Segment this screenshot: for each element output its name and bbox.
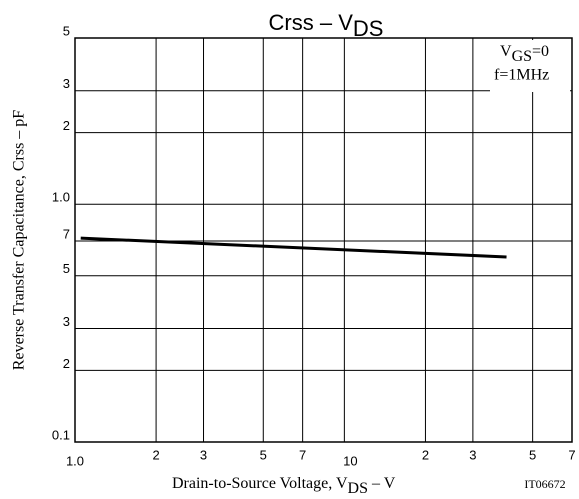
y-tick-label: 2 [63, 356, 70, 371]
x-axis-label: Drain-to-Source Voltage, VDS – V [172, 475, 396, 497]
annotation-part: =0 [532, 43, 549, 60]
x-label-unit: – V [368, 475, 396, 492]
title-main: Crss – V [269, 10, 354, 35]
x-tick-label: 3 [200, 447, 207, 462]
y-tick-label: 2 [63, 118, 70, 133]
x-label-main: Drain-to-Source Voltage, V [172, 475, 348, 492]
x-tick-label: 7 [568, 447, 575, 462]
figure-id: IT06672 [524, 477, 565, 491]
title-sub: DS [353, 16, 384, 41]
y-axis-label: Reverse Transfer Capacitance, Crss – pF [11, 110, 28, 370]
y-tick-label: 7 [63, 226, 70, 241]
x-tick-label: 3 [469, 447, 476, 462]
data-line [80, 236, 507, 259]
x-tick-label: 5 [529, 447, 536, 462]
plot-frame [74, 37, 573, 443]
y-tick-label: 5 [63, 23, 70, 38]
x-tick-label: 7 [299, 447, 306, 462]
annotation: VGS=0 [500, 43, 549, 65]
y-tick-label: 1.0 [52, 190, 70, 205]
annotation-box [490, 40, 570, 92]
x-tick-label: 2 [422, 447, 429, 462]
annotation-part: V [500, 43, 512, 60]
x-label-sub: DS [348, 480, 368, 497]
y-tick-label: 5 [63, 261, 70, 276]
y-tick-label: 3 [63, 76, 70, 91]
x-tick-label: 1.0 [66, 453, 84, 468]
y-tick-label: 3 [63, 314, 70, 329]
x-tick-label: 10 [343, 453, 357, 468]
x-tick-label: 5 [260, 447, 267, 462]
x-tick-label: 2 [152, 447, 159, 462]
chart-title: Crss – VDS [269, 10, 384, 41]
annotation-part: GS [512, 48, 532, 65]
annotation: f=1MHz [494, 67, 549, 84]
y-tick-label: 0.1 [52, 427, 70, 442]
